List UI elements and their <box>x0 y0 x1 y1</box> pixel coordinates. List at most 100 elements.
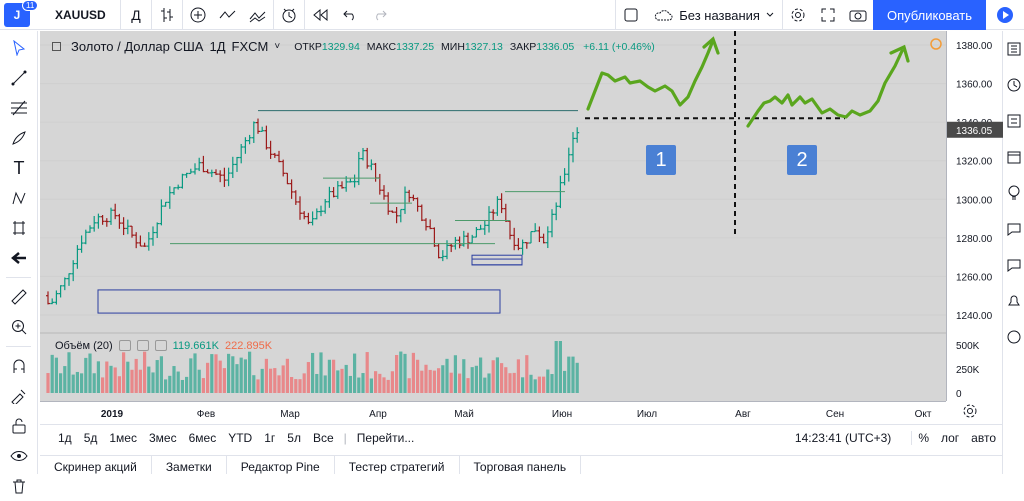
volume-bar <box>516 359 520 393</box>
range-6[interactable]: YTD <box>228 430 253 445</box>
goto-date-icon[interactable]: | <box>343 430 347 445</box>
help-icon[interactable] <box>1003 319 1024 355</box>
legend-dropdown-icon[interactable]: ˅ <box>274 41 281 52</box>
ohlc-bar <box>62 277 67 291</box>
chat-icon[interactable] <box>1003 211 1024 247</box>
calendar-icon[interactable] <box>1003 139 1024 175</box>
volume-settings-icon[interactable] <box>136 340 149 351</box>
play-icon[interactable] <box>986 0 1024 30</box>
fullscreen-icon[interactable] <box>813 0 843 30</box>
magnet-icon[interactable] <box>0 351 38 381</box>
scenario-1-label: 1 <box>646 145 676 175</box>
brush-icon[interactable] <box>0 123 38 153</box>
publish-button[interactable]: Опубликовать <box>872 0 986 30</box>
legend-collapse-icon[interactable] <box>52 42 61 51</box>
range-8[interactable]: 5л <box>287 430 301 445</box>
clock-display[interactable]: 14:23:41 (UTC+3) <box>794 430 892 445</box>
fib-tool-icon[interactable] <box>0 93 38 123</box>
redo-icon[interactable] <box>365 0 395 30</box>
range-5[interactable]: 6мес <box>188 430 217 445</box>
arrow-left-icon[interactable] <box>0 243 38 273</box>
pattern-icon[interactable] <box>0 183 38 213</box>
range-2[interactable]: 5д <box>83 430 98 445</box>
ohlc-bar <box>524 242 529 249</box>
replay-icon[interactable] <box>305 0 335 30</box>
volume-bar <box>407 378 411 393</box>
goto-date-button[interactable]: Перейти... <box>356 430 415 445</box>
lock-icon[interactable] <box>0 411 38 441</box>
range-9[interactable]: Все <box>312 430 334 445</box>
snapshot-camera-icon[interactable] <box>843 0 873 30</box>
price-axis[interactable]: 1380.001360.001340.001320.001300.001280.… <box>946 31 1003 401</box>
axis-settings-gear-icon[interactable] <box>962 403 978 422</box>
volume-bar <box>130 369 134 393</box>
volume-bar <box>529 374 533 393</box>
volume-bar <box>138 369 142 393</box>
ohlc-bar <box>512 227 517 251</box>
ohlc-bar <box>272 152 277 158</box>
interval-button[interactable]: Д <box>131 7 141 23</box>
ohlc-bar <box>533 223 538 233</box>
bottom-tab-1[interactable]: Скринер акций <box>40 456 152 474</box>
ohlc-bar <box>495 196 500 216</box>
symbol-search[interactable]: XAUUSD <box>55 8 106 22</box>
notifications-icon[interactable] <box>1003 283 1024 319</box>
ohlc-bar <box>520 239 525 255</box>
templates-icon[interactable] <box>243 0 273 30</box>
auto-toggle[interactable]: авто <box>971 430 996 445</box>
undo-icon[interactable] <box>335 0 365 30</box>
volume-tick-label: 0 <box>956 389 962 400</box>
ohlc-bar <box>142 242 147 247</box>
text-tool-icon[interactable]: T <box>13 157 25 178</box>
indicators-icon[interactable] <box>213 0 243 30</box>
bottom-tab-4[interactable]: Тестер стратегий <box>335 456 460 474</box>
zoom-in-icon[interactable] <box>0 312 38 342</box>
volume-bar <box>525 355 529 393</box>
percent-toggle[interactable]: % <box>911 430 935 445</box>
cursor-icon[interactable] <box>0 33 38 63</box>
range-1[interactable]: 1д <box>58 430 72 445</box>
bottom-tab-5[interactable]: Торговая панель <box>460 456 582 474</box>
settings-gear-icon[interactable] <box>783 0 813 30</box>
range-4[interactable]: 3мес <box>148 430 177 445</box>
ideas-bulb-icon[interactable] <box>1003 175 1024 211</box>
bottom-tab-2[interactable]: Заметки <box>152 456 227 474</box>
add-indicator-icon[interactable] <box>183 0 213 30</box>
streams-icon[interactable] <box>1003 247 1024 283</box>
volume-bar <box>96 361 100 393</box>
alert-clock-icon[interactable] <box>274 0 304 30</box>
watchlist-icon[interactable] <box>1003 31 1024 67</box>
data-window-icon[interactable] <box>1003 103 1024 139</box>
trend-line-icon[interactable] <box>0 63 38 93</box>
alerts-clock-icon[interactable] <box>1003 67 1024 103</box>
volume-bar <box>550 374 554 393</box>
ruler-icon[interactable] <box>0 282 38 312</box>
trash-icon[interactable] <box>0 471 38 501</box>
drawing-toolbar: T <box>0 31 38 494</box>
range-3[interactable]: 1мес <box>109 430 137 445</box>
time-tick-label: Фев <box>197 409 215 420</box>
chart-canvas[interactable] <box>40 31 946 401</box>
lock-drawing-icon[interactable] <box>0 381 38 411</box>
ohlc-bar <box>394 207 399 224</box>
volume-bar <box>71 374 75 393</box>
fullscreen-toggle-icon[interactable] <box>615 0 645 30</box>
layout-name-button[interactable]: Без названия <box>645 0 783 30</box>
volume-bar <box>542 376 546 393</box>
volume-bar <box>239 357 243 393</box>
time-axis[interactable]: 2019 Фев Мар Апр Май Июн Июл Авг Сен Окт <box>40 401 946 423</box>
ohlc-bar <box>46 291 50 305</box>
prediction-icon[interactable] <box>0 213 38 243</box>
volume-close-icon[interactable] <box>154 340 167 351</box>
eye-icon[interactable] <box>0 441 38 471</box>
volume-eye-icon[interactable] <box>118 340 131 351</box>
ohlc-bar <box>193 163 197 175</box>
bar-style-icon[interactable] <box>152 0 182 30</box>
ohlc-bar <box>369 159 374 171</box>
legend-exchange: FXCM <box>231 39 269 54</box>
bottom-tab-3[interactable]: Редактор Pine <box>227 456 335 474</box>
current-price-tag <box>947 121 1003 138</box>
range-7[interactable]: 1г <box>264 430 276 445</box>
log-toggle[interactable]: лог <box>940 430 960 445</box>
